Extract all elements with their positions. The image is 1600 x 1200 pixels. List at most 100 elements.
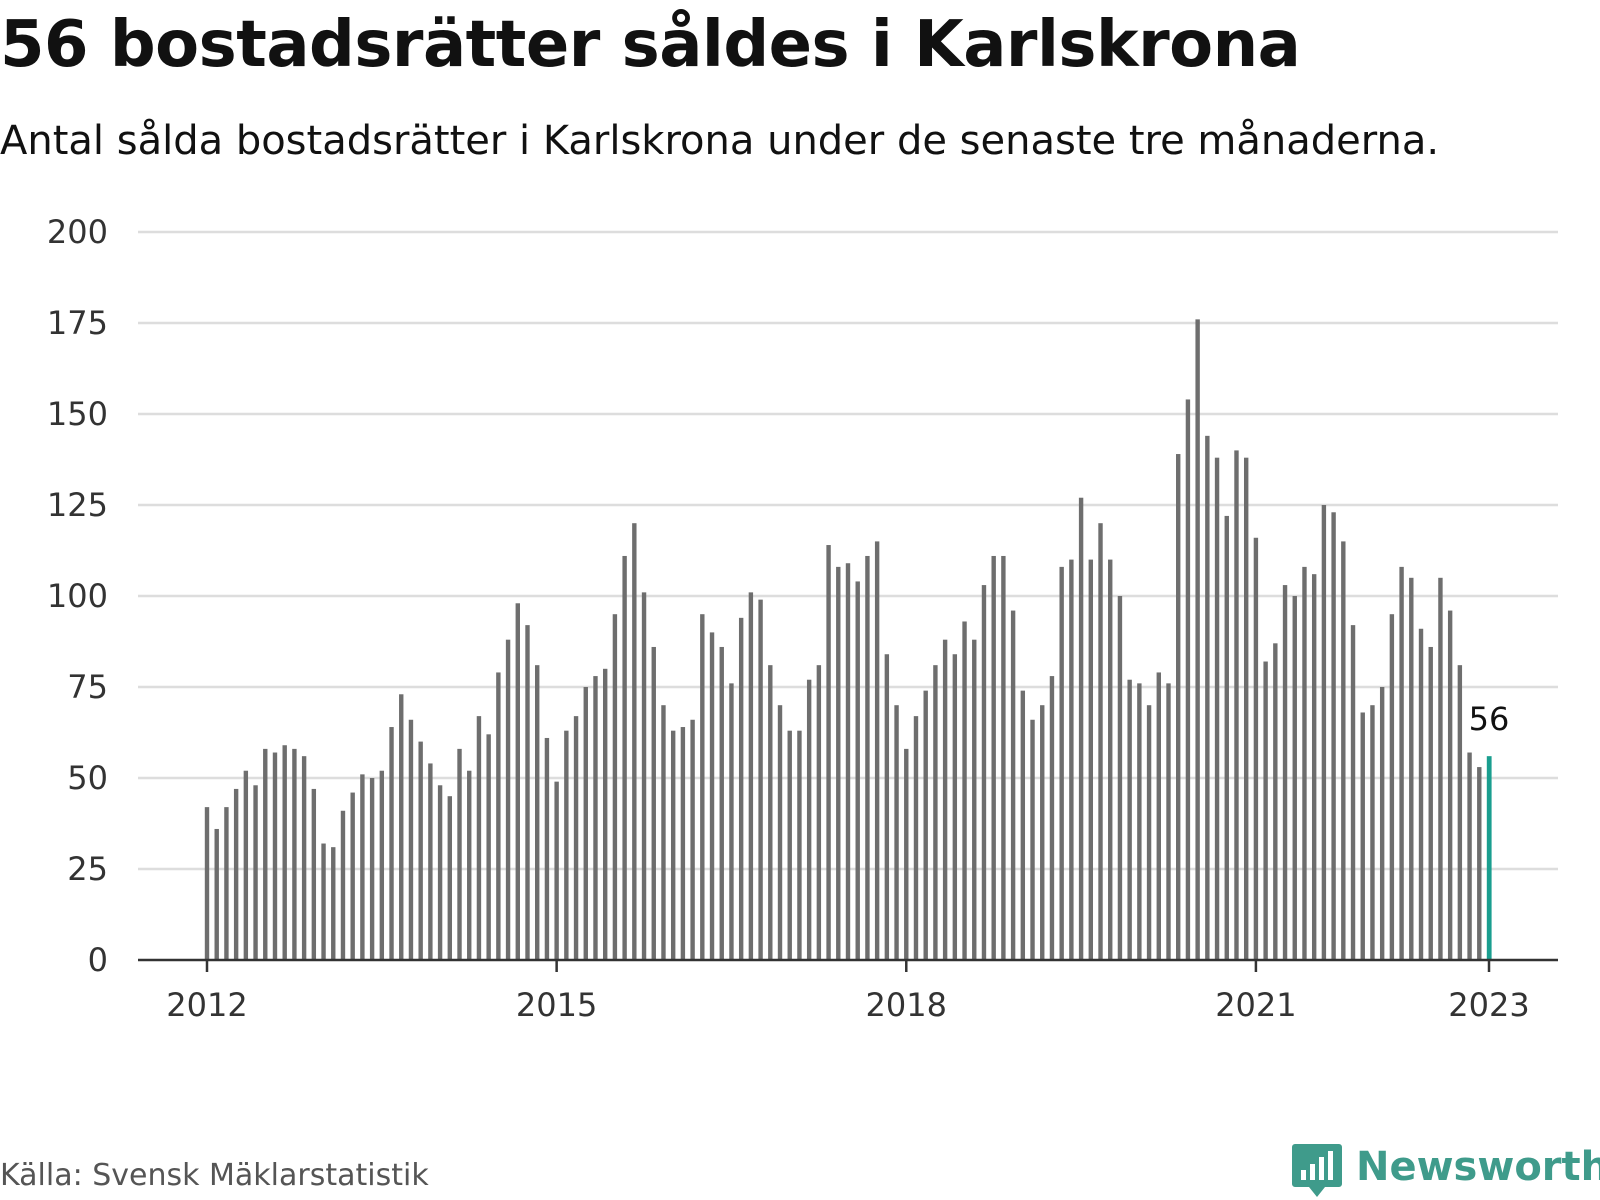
bar — [680, 727, 686, 960]
bar — [1069, 559, 1074, 960]
bar — [1040, 705, 1045, 960]
bar — [670, 730, 676, 960]
bar — [292, 748, 297, 960]
bar — [748, 592, 754, 960]
bar — [1146, 705, 1152, 960]
bar — [1350, 625, 1356, 960]
bar — [1020, 690, 1026, 960]
x-tick-label: 2023 — [1448, 986, 1529, 1024]
bar — [408, 719, 414, 960]
bar — [505, 639, 511, 960]
bar — [777, 705, 783, 960]
bar — [952, 654, 958, 960]
bar — [204, 807, 210, 960]
bar — [331, 847, 336, 960]
bar — [1049, 676, 1055, 960]
bar — [1176, 454, 1181, 960]
bar — [1253, 537, 1259, 960]
bar — [758, 599, 763, 960]
bar — [447, 796, 453, 960]
bar — [467, 770, 472, 960]
bar-highlight — [1486, 756, 1492, 960]
bar — [816, 665, 822, 960]
bar — [1273, 643, 1278, 960]
bar — [700, 614, 705, 960]
bar — [253, 785, 258, 960]
bar — [855, 581, 860, 960]
bar — [1001, 555, 1006, 960]
bar — [1418, 628, 1424, 960]
bar — [476, 716, 482, 960]
bar — [1078, 497, 1084, 960]
bar — [1370, 705, 1375, 960]
bar — [962, 621, 967, 960]
bar — [709, 632, 715, 960]
bar — [535, 665, 540, 960]
bar — [1224, 515, 1229, 960]
bar — [1409, 577, 1414, 960]
bar — [554, 781, 559, 960]
bar — [1428, 646, 1433, 960]
bar — [1234, 450, 1239, 960]
bar — [1088, 559, 1094, 960]
x-tick-label: 2012 — [166, 986, 247, 1024]
x-axis: 2012 2015 2018 2021 2023 — [138, 958, 1558, 1024]
bar — [913, 716, 919, 960]
bar — [884, 654, 890, 960]
y-tick-label: 125 — [47, 486, 108, 524]
bar — [1127, 679, 1132, 960]
bar — [1137, 683, 1142, 960]
x-tick-label: 2015 — [516, 986, 597, 1024]
y-tick-label: 75 — [67, 668, 108, 706]
y-tick-label: 25 — [67, 850, 108, 888]
bar — [224, 807, 229, 960]
bar — [1331, 512, 1336, 960]
bar — [1185, 399, 1191, 960]
bar — [583, 687, 588, 960]
bar — [1098, 523, 1103, 960]
bar — [1341, 541, 1346, 960]
bar — [360, 774, 365, 960]
bar — [612, 614, 618, 960]
bar — [826, 545, 831, 960]
newsworthy-logo-icon — [1292, 1144, 1342, 1197]
bar — [350, 792, 355, 960]
bar — [641, 592, 647, 960]
x-tick-label: 2021 — [1215, 986, 1296, 1024]
bar — [1399, 566, 1404, 960]
bar — [806, 679, 812, 960]
bars — [204, 319, 1492, 961]
bar — [865, 555, 870, 960]
bar — [1282, 585, 1288, 960]
y-tick-label: 50 — [67, 759, 108, 797]
bar — [602, 668, 608, 960]
bar — [1447, 610, 1453, 960]
bar — [1302, 566, 1307, 960]
y-tick-label: 100 — [47, 577, 108, 615]
bar — [991, 555, 996, 960]
bar — [301, 756, 307, 960]
bar — [1214, 457, 1220, 960]
bar — [632, 523, 637, 960]
bar — [389, 727, 394, 960]
bar — [564, 730, 569, 960]
bar — [1438, 577, 1443, 960]
bar — [233, 788, 239, 960]
bar — [1030, 719, 1035, 960]
bar — [1457, 665, 1463, 960]
bar — [1010, 610, 1016, 960]
bar — [1477, 767, 1482, 960]
bar — [525, 625, 530, 960]
y-tick-label: 0 — [88, 941, 108, 979]
bar — [1360, 712, 1365, 960]
bar — [942, 639, 948, 960]
bar — [486, 734, 491, 960]
bar — [515, 603, 520, 960]
bar — [894, 705, 899, 960]
bar — [214, 828, 219, 960]
bar — [263, 748, 268, 960]
bar — [593, 676, 598, 960]
bar — [661, 705, 666, 960]
y-tick-label: 175 — [47, 304, 108, 342]
bar — [1311, 574, 1317, 960]
